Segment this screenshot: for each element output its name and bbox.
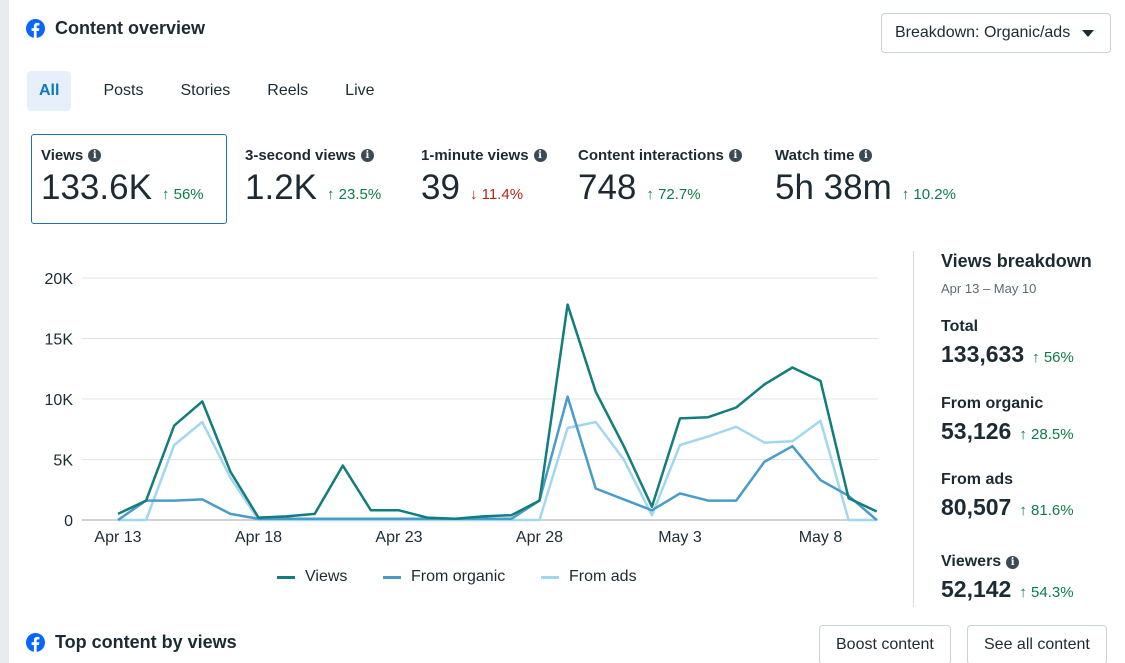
metric-change: ↑ 23.5%: [327, 186, 382, 203]
arrow-up-icon: ↑: [901, 186, 910, 203]
breakdown-value: 133,633: [941, 341, 1025, 367]
tab-live[interactable]: Live: [345, 82, 375, 99]
metric-value: 133.6K: [41, 168, 152, 207]
arrow-up-icon: ↑: [1019, 426, 1027, 443]
y-tick-label: 5K: [53, 453, 73, 470]
series-line-from-ads: [118, 419, 877, 522]
breakdown-from-ads: From ads 80,507 ↑ 81.6%: [941, 471, 1074, 521]
legend-label: Views: [305, 568, 348, 585]
arrow-up-icon: ↑: [161, 186, 170, 203]
x-tick-label: May 8: [799, 529, 843, 546]
info-icon[interactable]: i: [88, 149, 102, 162]
metric-card-views[interactable]: Views i 133.6K ↑ 56%: [31, 134, 227, 224]
breakdown-change: ↑ 56%: [1032, 349, 1074, 366]
metric-card-watch-time[interactable]: Watch time i 5h 38m ↑ 10.2%: [775, 134, 956, 208]
top-content-title: Top content by views: [55, 632, 237, 652]
metric-change: ↑ 10.2%: [901, 186, 956, 203]
info-icon[interactable]: i: [859, 149, 873, 162]
metric-label: 3-second views: [245, 147, 356, 164]
metric-label: Watch time: [775, 147, 855, 164]
series-line-from-organic: [117, 395, 878, 522]
breakdown-change: ↑ 54.3%: [1019, 584, 1074, 601]
tab-stories[interactable]: Stories: [180, 82, 231, 99]
facebook-icon: [26, 19, 45, 38]
y-tick-label: 10K: [45, 392, 74, 409]
metric-value: 5h 38m: [775, 168, 892, 207]
breakdown-dropdown[interactable]: Breakdown: Organic/ads: [881, 13, 1111, 53]
metric-value: 748: [578, 168, 637, 207]
metric-change: ↑ 56%: [161, 186, 204, 203]
tab-posts[interactable]: Posts: [103, 82, 144, 99]
views-breakdown-title: Views breakdown: [941, 251, 1092, 271]
metric-card-content-interactions[interactable]: Content interactions i 748 ↑ 72.7%: [578, 134, 742, 208]
info-icon[interactable]: i: [728, 149, 742, 162]
breakdown-total: Total 133,633 ↑ 56%: [941, 318, 1074, 368]
metric-label: Views: [41, 147, 84, 164]
breakdown-change: ↑ 81.6%: [1019, 502, 1074, 519]
side-divider: [913, 251, 914, 607]
facebook-icon: [26, 633, 45, 652]
x-tick-label: Apr 28: [516, 529, 563, 546]
y-tick-label: 20K: [45, 271, 74, 288]
breakdown-value: 53,126: [941, 418, 1012, 444]
breakdown-from-organic: From organic 53,126 ↑ 28.5%: [941, 395, 1074, 445]
breakdown-change: ↑ 28.5%: [1019, 426, 1074, 443]
arrow-down-icon: ↓: [469, 186, 478, 203]
metric-change: ↑ 72.7%: [646, 186, 701, 203]
arrow-up-icon: ↑: [1032, 349, 1040, 366]
breakdown-label: From ads: [941, 471, 1014, 488]
legend-item-from-organic: From organic: [383, 568, 505, 586]
x-tick-label: Apr 18: [235, 529, 282, 546]
arrow-up-icon: ↑: [646, 186, 654, 203]
boost-content-button[interactable]: Boost content: [819, 625, 951, 663]
y-tick-label: 0: [64, 513, 73, 530]
metric-change: ↓ 11.4%: [469, 186, 524, 203]
metric-label: Content interactions: [578, 147, 724, 164]
breakdown-label: From organic: [941, 395, 1044, 412]
x-tick-label: May 3: [658, 529, 702, 546]
breakdown-value: 52,142: [941, 576, 1012, 602]
content-type-tabs: All Posts Stories Reels Live: [27, 71, 400, 111]
left-panel-edge: [0, 0, 9, 663]
tab-reels[interactable]: Reels: [267, 82, 309, 99]
info-icon[interactable]: i: [1006, 555, 1020, 569]
legend-label: From organic: [411, 568, 506, 585]
tab-all[interactable]: All: [27, 71, 72, 111]
see-all-content-button[interactable]: See all content: [967, 625, 1107, 663]
metric-card-3-second-views[interactable]: 3-second views i 1.2K ↑ 23.5%: [245, 134, 381, 208]
legend-swatch: [277, 575, 295, 579]
legend-swatch: [383, 575, 401, 579]
caret-down-icon: [1082, 29, 1094, 37]
metric-value: 1.2K: [245, 168, 317, 207]
series-line-views: [117, 303, 878, 521]
views-breakdown-panel: Views breakdown Apr 13 – May 10 Total 13…: [941, 251, 1111, 602]
views-line-chart: 0 5K 10K 15K 20K Apr 13 Apr 18 Apr 23 Apr 28 May …: [45, 271, 878, 546]
arrow-up-icon: ↑: [1019, 502, 1027, 519]
breakdown-label: Total: [941, 318, 979, 335]
y-tick-label: 15K: [45, 332, 74, 349]
date-range: Apr 13 – May 10: [941, 281, 1037, 296]
legend-item-views: Views: [277, 568, 347, 586]
x-tick-label: Apr 23: [375, 529, 422, 546]
info-icon[interactable]: i: [533, 149, 547, 162]
breakdown-dropdown-label: Breakdown: Organic/ads: [895, 24, 1071, 41]
x-tick-label: Apr 13: [94, 529, 141, 546]
top-content-header: Top content by views: [26, 632, 237, 653]
legend-swatch: [541, 575, 559, 579]
arrow-up-icon: ↑: [327, 186, 335, 203]
breakdown-viewers: Viewers i 52,142 ↑ 54.3%: [941, 553, 1074, 603]
legend-item-from-ads: From ads: [541, 568, 637, 586]
page-title: Content overview: [55, 18, 206, 38]
legend-label: From ads: [569, 568, 637, 585]
metric-value: 39: [421, 168, 460, 207]
metric-card-1-minute-views[interactable]: 1-minute views i 39 ↓ 11.4%: [421, 134, 547, 208]
arrow-up-icon: ↑: [1019, 584, 1027, 601]
content-overview-header: Content overview: [26, 18, 205, 39]
breakdown-label: Viewers: [941, 553, 1002, 570]
info-icon[interactable]: i: [360, 149, 374, 162]
metric-label: 1-minute views: [421, 147, 529, 164]
breakdown-value: 80,507: [941, 494, 1012, 520]
